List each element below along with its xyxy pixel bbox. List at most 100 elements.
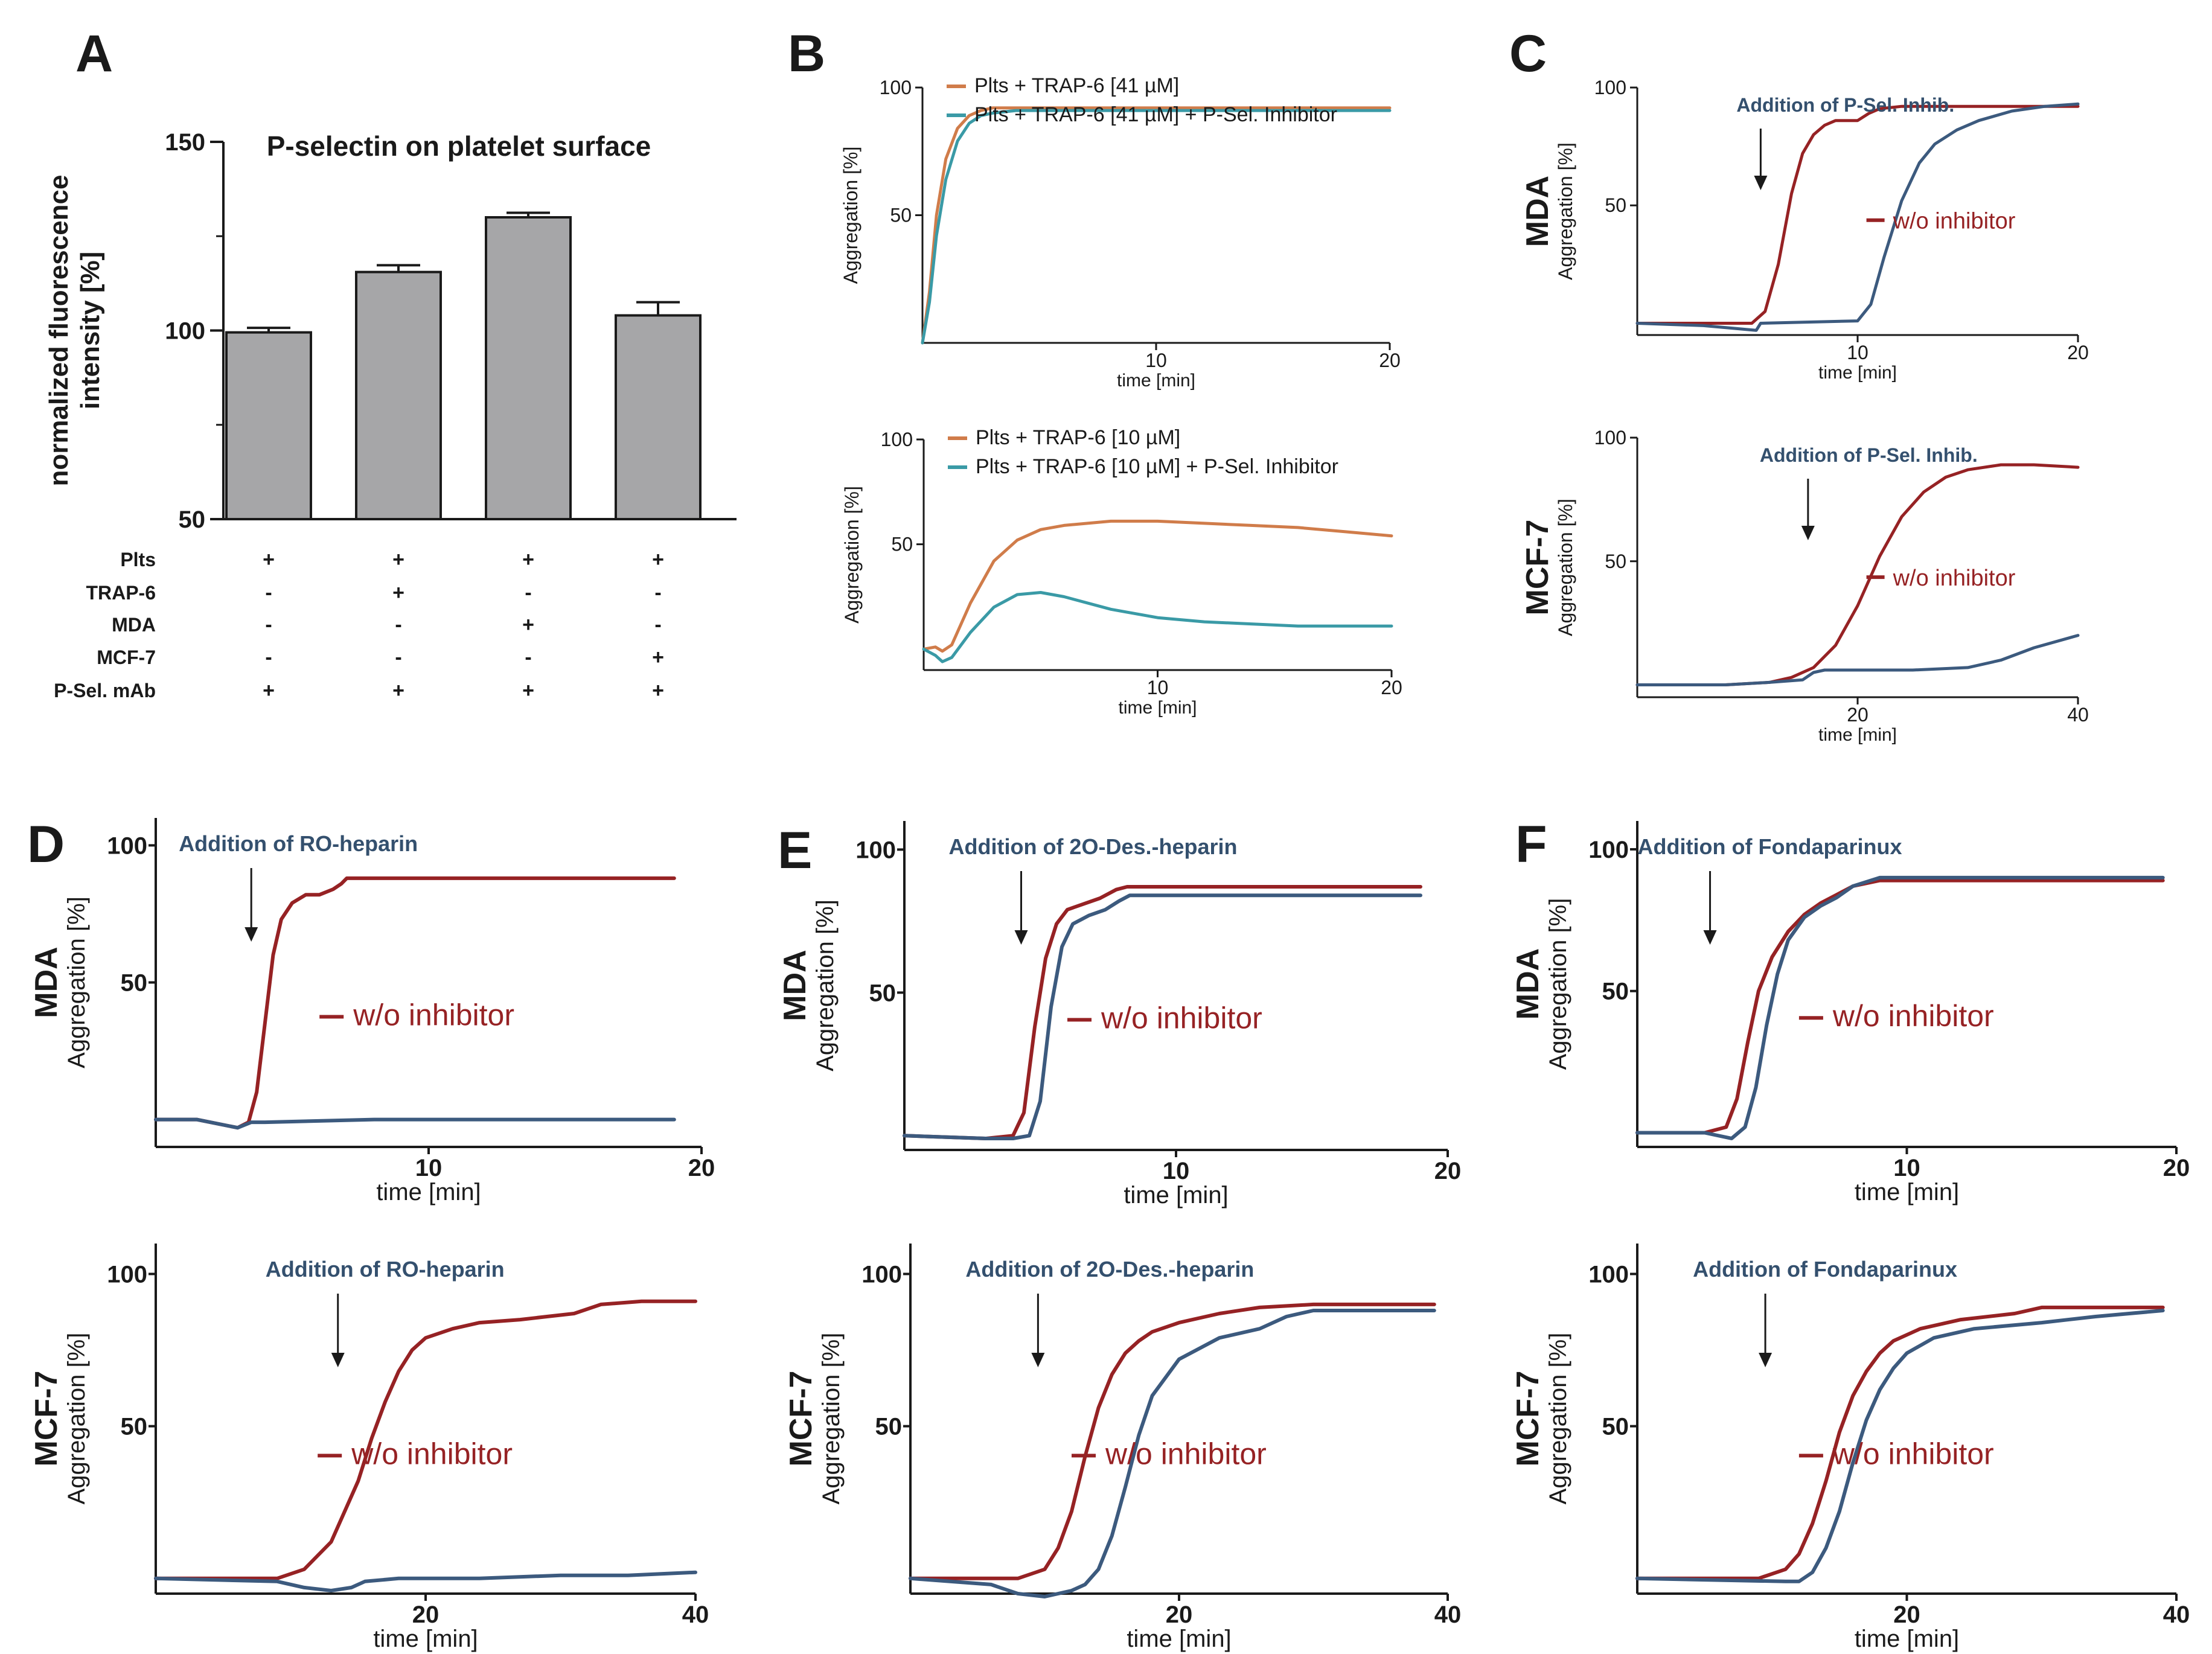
- panel-f1: F 10 20 50 100 time [min] Aggregation [%]MDA Ad…: [1510, 816, 2190, 1205]
- legend-entry: Plts + TRAP-6 [10 µM]: [976, 426, 1180, 449]
- y-axis-label: Aggregation [%]: [63, 1333, 90, 1505]
- panel-e1: E 10 20 50 100 time [min] Aggregation [%]MDA Ad…: [778, 821, 1461, 1209]
- condition-label: TRAP-6: [86, 582, 156, 604]
- x-tick-label: 20: [688, 1155, 715, 1181]
- y-axis-label-line-2: intensity [%]: [75, 252, 105, 410]
- condition-label: MCF-7: [97, 647, 156, 668]
- annotation-text: Addition of Fondaparinux: [1638, 834, 1902, 859]
- y-tick-label: 100: [1588, 837, 1629, 863]
- x-axis-label: time [min]: [1818, 363, 1897, 383]
- x-tick-label: 20: [1379, 350, 1401, 371]
- y-tick-label: 100: [165, 318, 205, 345]
- annotation-text: Addition of Fondaparinux: [1693, 1257, 1957, 1282]
- annotation-text: Addition of RO-heparin: [266, 1257, 505, 1282]
- x-axis-label: time [min]: [373, 1626, 478, 1652]
- condition-label: MDA: [112, 614, 156, 636]
- y-tick-label: 50: [1605, 551, 1626, 572]
- condition-sign: -: [395, 646, 401, 669]
- series-line: [1635, 1309, 2165, 1583]
- condition-sign: +: [263, 548, 275, 571]
- x-tick-label: 20: [2067, 342, 2089, 363]
- annotation-text: Addition of P-Sel. Inhib.: [1760, 444, 1978, 466]
- series-line: [1635, 875, 2165, 1140]
- annotation-arrow-head: [245, 927, 258, 942]
- annotation-arrow-head: [1031, 1353, 1045, 1367]
- condition-sign: -: [265, 613, 272, 636]
- annotation-text: Addition of 2O-Des.-heparin: [949, 834, 1238, 859]
- cell-line-label: MDA: [1520, 176, 1555, 247]
- x-tick-label: 40: [2163, 1601, 2190, 1628]
- condition-sign: +: [522, 679, 534, 702]
- panel-label-d: D: [27, 816, 65, 873]
- x-tick-label: 20: [412, 1601, 440, 1628]
- annotation-arrow-head: [1703, 930, 1717, 945]
- bar: [355, 270, 442, 520]
- condition-sign: +: [652, 548, 664, 571]
- x-tick-label: 10: [415, 1155, 443, 1181]
- x-tick-label: 10: [1893, 1155, 1920, 1181]
- condition-sign: +: [522, 613, 534, 636]
- annotation-arrow-head: [331, 1353, 345, 1367]
- legend-wo-inhibitor: w/o inhibitor: [1832, 1437, 1994, 1470]
- annotation-text: Addition of P-Sel. Inhib.: [1736, 94, 1954, 116]
- annotation-text: Addition of 2O-Des.-heparin: [965, 1257, 1254, 1282]
- x-tick-label: 20: [2163, 1155, 2190, 1181]
- y-axis-label: Aggregation [%]: [818, 1333, 845, 1505]
- y-tick-label: 100: [107, 832, 147, 859]
- y-tick-label: 50: [121, 970, 148, 997]
- condition-sign: -: [525, 646, 531, 669]
- y-tick-label: 100: [881, 429, 913, 450]
- y-axis-label: Aggregation [%]: [1545, 898, 1571, 1070]
- y-tick-label: 100: [880, 77, 912, 98]
- bar: [485, 216, 572, 520]
- legend-wo-inhibitor: w/o inhibitor: [1832, 999, 1994, 1033]
- y-tick-label: 100: [861, 1261, 902, 1288]
- series-line: [921, 106, 1392, 345]
- chart-title: P-selectin on platelet surface: [267, 130, 651, 162]
- y-tick-label: 50: [1602, 1414, 1629, 1440]
- y-axis-label: Aggregation [%]: [1545, 1333, 1571, 1505]
- series-line: [154, 1299, 697, 1580]
- condition-sign: +: [263, 679, 275, 702]
- y-tick-label: 100: [1594, 427, 1626, 449]
- legend-wo-inhibitor: w/o inhibitor: [351, 1437, 513, 1470]
- series-line: [154, 1117, 676, 1130]
- y-tick-label: 50: [890, 205, 912, 226]
- x-tick-label: 20: [1434, 1158, 1462, 1184]
- condition-sign: +: [522, 548, 534, 571]
- panel-label-b: B: [788, 25, 825, 83]
- condition-sign: +: [392, 679, 404, 702]
- legend-wo-inhibitor: w/o inhibitor: [1105, 1437, 1267, 1470]
- annotation-arrow-head: [1014, 930, 1028, 945]
- y-axis-label: Aggregation [%]: [840, 147, 861, 284]
- annotation-arrow-head: [1754, 176, 1768, 190]
- panel-e2: 20 40 50 100 time [min] Aggregation [%]MCF-7 A…: [784, 1244, 1461, 1652]
- cell-line-label: MCF-7: [1520, 520, 1555, 616]
- x-tick-label: 20: [1381, 677, 1402, 698]
- legend-entry: Plts + TRAP-6 [10 µM] + P-Sel. Inhibitor: [976, 455, 1338, 478]
- condition-sign: -: [395, 613, 401, 636]
- panel-label-c: C: [1509, 25, 1547, 83]
- panel-b2: 10 20 50 100 time [min] Aggregation [%] Plts +…: [841, 426, 1402, 718]
- x-tick-label: 20: [1166, 1601, 1193, 1628]
- y-axis-label: Aggregation [%]: [63, 896, 90, 1068]
- annotation-text: Addition of RO-heparin: [179, 831, 418, 856]
- x-axis-label: time [min]: [1855, 1626, 1959, 1652]
- cell-line-label: MCF-7: [29, 1371, 64, 1467]
- series-line: [154, 1570, 697, 1592]
- condition-sign: -: [654, 581, 661, 604]
- y-axis-label: Aggregation [%]: [1555, 499, 1576, 636]
- series-line: [1635, 104, 2080, 325]
- y-tick-label: 100: [1588, 1261, 1629, 1288]
- condition-sign: -: [525, 581, 531, 604]
- cell-line-label: MCF-7: [784, 1371, 819, 1467]
- condition-sign: +: [652, 646, 664, 669]
- y-tick-label: 50: [1605, 194, 1626, 216]
- annotation-arrow-head: [1759, 1353, 1772, 1367]
- series-line: [909, 1309, 1436, 1598]
- x-axis-label: time [min]: [1127, 1626, 1231, 1652]
- panel-d1: D 10 20 50 100 time [min] Aggregation [%]MDA Ad…: [27, 816, 715, 1205]
- x-tick-label: 10: [1163, 1158, 1190, 1184]
- panel-label-f: F: [1515, 816, 1547, 873]
